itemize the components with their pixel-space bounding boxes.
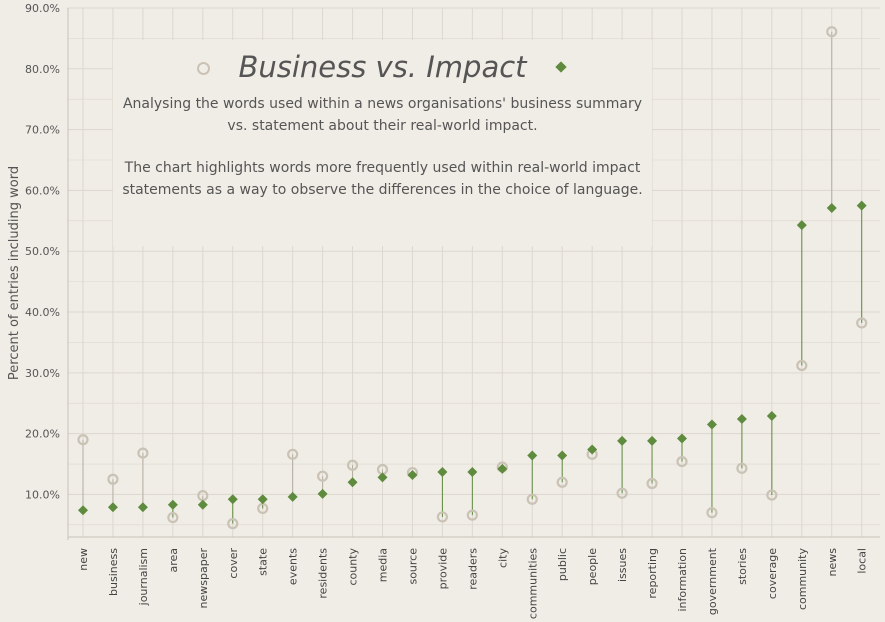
impact-point [676,456,688,468]
business-point [617,435,628,446]
business-point [706,419,717,430]
x-category-label: business [107,548,120,596]
impact-point [796,359,808,372]
business-point [287,491,298,502]
impact-point [706,507,718,519]
business-point [227,494,238,505]
impact-point [346,459,359,471]
business-point [766,410,777,421]
y-tick-label: 30.0% [25,367,60,380]
y-tick-label: 60.0% [25,184,60,197]
y-tick-label: 80.0% [25,63,60,76]
business-point [317,488,328,499]
impact-point [736,462,748,474]
x-category-label: state [257,548,270,576]
x-category-label: public [556,548,569,581]
impact-point [556,476,568,488]
x-category-label: area [167,548,180,573]
x-category-label: events [287,548,300,585]
y-tick-label: 50.0% [25,245,60,258]
business-point [527,450,538,461]
x-category-label: community [796,548,809,611]
x-category-label: local [856,548,869,574]
chart-title: Business vs. Impact [238,50,527,84]
x-category-label: cover [227,548,240,579]
x-category-label: source [406,548,419,585]
business-point [826,203,837,214]
x-category-label: newspaper [197,548,210,609]
x-category-label: government [706,547,719,615]
business-point [467,466,478,477]
y-tick-label: 20.0% [25,428,60,441]
y-tick-label: 90.0% [25,2,60,15]
impact-point [526,493,538,505]
chart-description-1: Analysing the words used within a news o… [122,96,643,134]
business-point [557,450,568,461]
y-tick-label: 40.0% [25,306,60,319]
impact-point [466,509,478,521]
business-point [78,505,88,516]
x-category-label: information [676,548,689,612]
x-category-label: residents [317,548,330,599]
x-category-label: coverage [766,548,779,599]
impact-point [766,489,778,501]
impact-point [167,511,179,524]
impact-markers [77,26,868,530]
x-category-label: new [77,548,90,571]
business-point [497,463,508,474]
x-category-label: city [496,548,509,568]
y-axis-label: Percent of entries including word [7,166,22,380]
impact-point [436,511,448,523]
impact-point [826,26,838,38]
x-axis-categories: new business journalism area newspaper cover s… [77,547,869,619]
impact-point [137,447,149,459]
business-point [347,477,358,488]
impact-point [227,518,239,530]
x-category-label: news [826,548,839,577]
business-point [736,414,747,425]
x-category-label: people [586,548,599,586]
business-point [107,502,118,513]
x-category-label: reporting [646,548,659,599]
y-tick-label: 10.0% [25,488,60,501]
x-category-label: readers [466,548,479,590]
business-point [587,444,598,455]
x-category-label: journalism [137,548,150,606]
business-markers [78,200,867,516]
x-category-label: communities [526,548,539,619]
impact-point [856,317,868,329]
impact-point [646,477,658,490]
business-point [197,499,208,510]
business-point [677,433,687,444]
business-point [137,502,148,513]
business-point [407,469,418,480]
business-point [437,466,448,477]
business-point [796,220,807,231]
impact-point [107,473,119,485]
x-category-label: media [377,548,390,582]
y-axis-ticks: 10.0% 20.0% 30.0% 40.0% 50.0% 60.0% 70.0% 80.0%… [25,2,60,501]
x-category-label: issues [616,548,629,582]
x-category-label: provide [436,548,449,590]
business-point [257,494,268,505]
chart-description-2: The chart highlights words more frequent… [122,160,643,198]
impact-point [317,470,329,482]
business-point [856,200,867,211]
y-tick-label: 70.0% [25,124,60,137]
business-point [647,435,658,446]
legend-impact-ring-icon [197,62,210,75]
business-point [377,472,388,483]
business-point [167,499,178,510]
x-category-label: stories [736,548,749,585]
impact-point [77,434,89,446]
impact-point [287,448,299,460]
x-category-label: county [347,548,360,586]
impact-point [616,487,628,499]
chart-info-panel: Business vs. Impact Analysing the words … [113,40,652,246]
